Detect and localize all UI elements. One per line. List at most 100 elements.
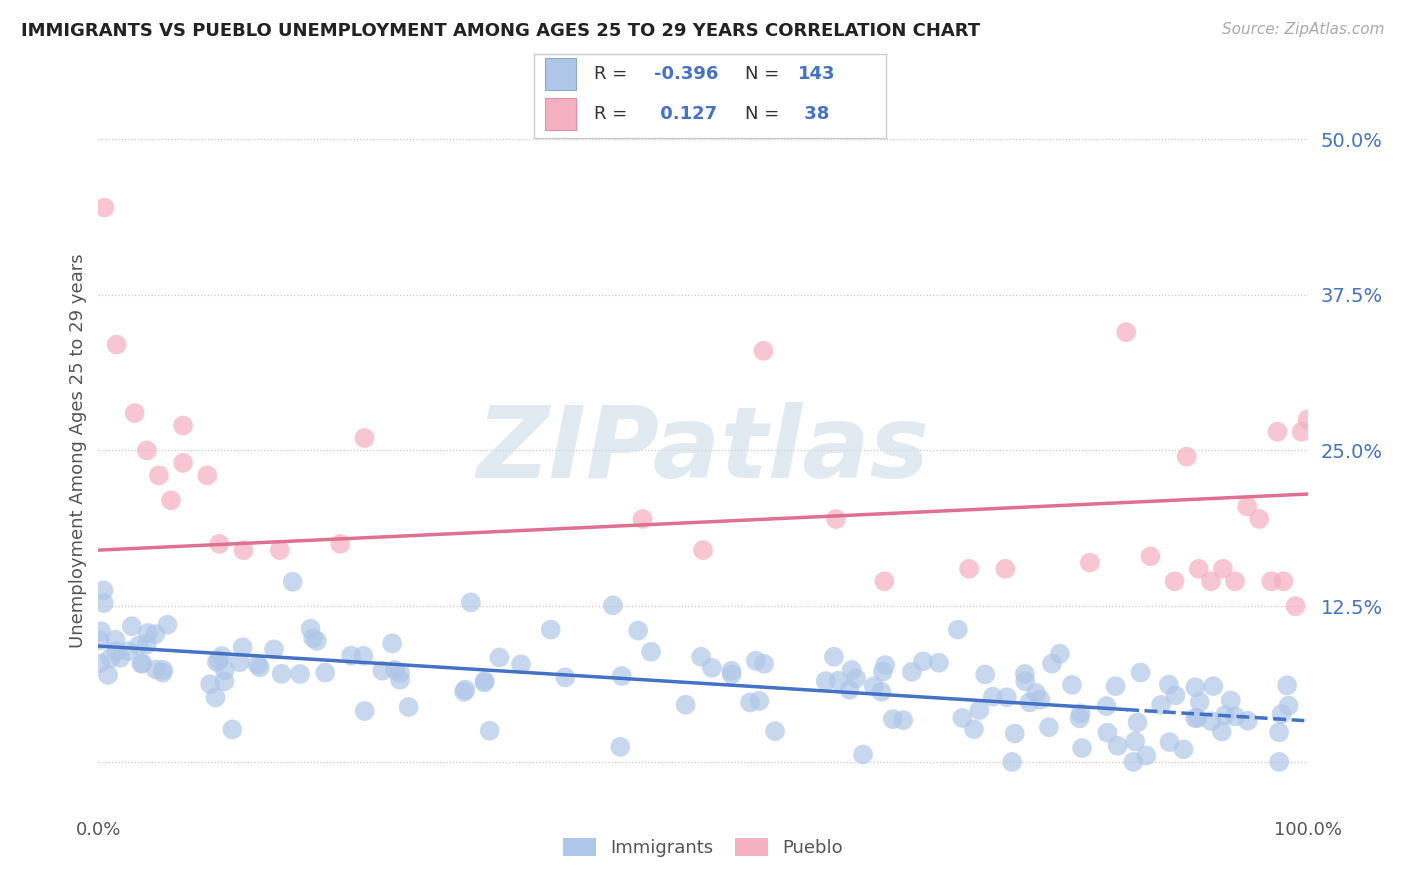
Point: [1095, 699, 1118, 714]
Point: [1139, 549, 1161, 564]
Text: 143: 143: [799, 65, 835, 83]
Point: [841, 663, 863, 677]
Point: [474, 673, 496, 688]
Point: [232, 640, 254, 655]
Point: [100, 651, 122, 665]
Point: [172, 418, 194, 433]
Point: [1188, 695, 1211, 709]
Point: [1060, 678, 1083, 692]
Point: [1260, 574, 1282, 589]
Point: [1270, 707, 1292, 722]
Point: [1097, 725, 1119, 739]
Point: [1049, 647, 1071, 661]
Point: [1219, 693, 1241, 707]
Point: [135, 637, 157, 651]
Point: [1129, 665, 1152, 680]
Point: [827, 673, 849, 688]
Point: [460, 595, 482, 609]
Point: [148, 468, 170, 483]
Point: [1001, 755, 1024, 769]
Point: [249, 660, 271, 674]
Point: [1211, 724, 1233, 739]
Point: [873, 574, 896, 589]
Point: [752, 657, 775, 671]
Point: [610, 669, 633, 683]
Point: [214, 674, 236, 689]
Point: [117, 644, 139, 658]
Point: [631, 512, 654, 526]
Point: [269, 543, 291, 558]
Text: Source: ZipAtlas.com: Source: ZipAtlas.com: [1222, 22, 1385, 37]
Point: [1236, 500, 1258, 514]
Point: [1284, 599, 1306, 614]
Point: [690, 649, 713, 664]
Point: [911, 654, 934, 668]
Point: [995, 690, 1018, 705]
Point: [1025, 686, 1047, 700]
Point: [1249, 512, 1271, 526]
Point: [974, 667, 997, 681]
Point: [208, 653, 231, 667]
Point: [246, 657, 269, 672]
Legend: Immigrants, Pueblo: Immigrants, Pueblo: [557, 830, 849, 864]
Point: [872, 665, 894, 679]
Point: [748, 694, 770, 708]
Point: [381, 636, 404, 650]
Point: [204, 690, 226, 705]
Point: [901, 665, 924, 679]
Point: [384, 663, 406, 677]
Point: [609, 739, 631, 754]
Point: [1038, 720, 1060, 734]
Point: [478, 723, 501, 738]
Point: [131, 657, 153, 671]
Point: [1126, 715, 1149, 730]
Point: [1212, 562, 1234, 576]
Point: [602, 599, 624, 613]
Y-axis label: Unemployment Among Ages 25 to 29 years: Unemployment Among Ages 25 to 29 years: [69, 253, 87, 648]
Point: [825, 512, 848, 526]
Point: [488, 650, 510, 665]
Point: [1236, 714, 1258, 728]
Point: [994, 562, 1017, 576]
Point: [700, 661, 723, 675]
Point: [1199, 574, 1222, 589]
Point: [353, 704, 375, 718]
Point: [97, 668, 120, 682]
Point: [152, 663, 174, 677]
Point: [105, 337, 128, 351]
Point: [160, 493, 183, 508]
Point: [1223, 574, 1246, 589]
Point: [388, 673, 411, 687]
Text: N =: N =: [745, 65, 779, 83]
Point: [863, 679, 886, 693]
Point: [838, 682, 860, 697]
Point: [124, 406, 146, 420]
Text: N =: N =: [745, 104, 779, 123]
Point: [1202, 679, 1225, 693]
Point: [1150, 698, 1173, 712]
Point: [1029, 692, 1052, 706]
Point: [1225, 709, 1247, 723]
Point: [1272, 574, 1295, 589]
Point: [288, 667, 311, 681]
Point: [329, 537, 352, 551]
Point: [1135, 748, 1157, 763]
Point: [131, 657, 153, 671]
Point: [371, 664, 394, 678]
Point: [105, 644, 128, 658]
Point: [398, 700, 420, 714]
Point: [1268, 755, 1291, 769]
Point: [852, 747, 875, 762]
Point: [1164, 689, 1187, 703]
Point: [720, 664, 742, 678]
Point: [302, 631, 325, 645]
Point: [221, 723, 243, 737]
Point: [305, 633, 328, 648]
Point: [195, 468, 218, 483]
Point: [352, 648, 374, 663]
Point: [1123, 734, 1146, 748]
Point: [845, 672, 868, 686]
Point: [928, 656, 950, 670]
Point: [957, 562, 980, 576]
Point: [627, 624, 650, 638]
